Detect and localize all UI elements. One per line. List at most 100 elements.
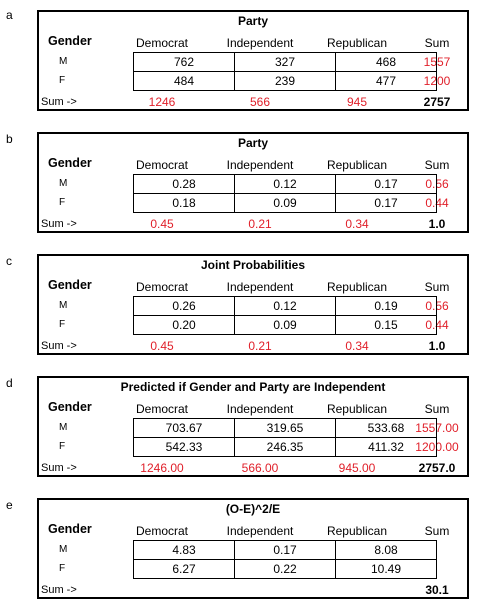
data-cell: 0.28 bbox=[133, 174, 235, 194]
panel-title: Party bbox=[237, 136, 269, 150]
data-cell: 246.35 bbox=[234, 437, 336, 457]
data-cell: 0.12 bbox=[234, 174, 336, 194]
column-sum: 566.00 bbox=[241, 461, 279, 475]
table-row: 703.67 319.65 533.68 bbox=[133, 418, 437, 438]
data-cell: 484 bbox=[133, 71, 235, 91]
data-grid: 762 327 468 484 239 477 bbox=[133, 52, 437, 91]
column-sum: 0.21 bbox=[248, 339, 272, 353]
row-label: F bbox=[59, 441, 66, 452]
column-header: Independent bbox=[226, 158, 294, 172]
column-header: Democrat bbox=[135, 524, 188, 538]
column-header: Independent bbox=[226, 280, 294, 294]
data-cell: 327 bbox=[234, 52, 336, 72]
sum-row-label: Sum -> bbox=[41, 584, 77, 596]
data-cell: 703.67 bbox=[133, 418, 235, 438]
panel-letter: d bbox=[6, 376, 13, 390]
data-cell: 0.19 bbox=[335, 296, 437, 316]
sum-header: Sum bbox=[424, 402, 450, 416]
data-grid: 0.28 0.12 0.17 0.18 0.09 0.17 bbox=[133, 174, 437, 213]
gender-label: Gender bbox=[48, 400, 92, 414]
data-cell: 0.15 bbox=[335, 315, 437, 335]
column-sum: 0.21 bbox=[248, 217, 272, 231]
data-cell: 319.65 bbox=[234, 418, 336, 438]
panel-b: Party Gender Democrat Independent Republican… bbox=[37, 132, 469, 233]
panel-title: Joint Probabilities bbox=[200, 258, 305, 272]
column-header: Republican bbox=[326, 280, 388, 294]
table-row: 0.18 0.09 0.17 bbox=[133, 193, 437, 213]
panel-title: Party bbox=[237, 14, 269, 28]
panel-title: Predicted if Gender and Party are Indepe… bbox=[120, 380, 386, 394]
table-row: 0.26 0.12 0.19 bbox=[133, 296, 437, 316]
panel-letter: e bbox=[6, 498, 13, 512]
column-header: Independent bbox=[226, 524, 294, 538]
table-row: 6.27 0.22 10.49 bbox=[133, 559, 437, 579]
data-cell: 0.26 bbox=[133, 296, 235, 316]
table-row: 484 239 477 bbox=[133, 71, 437, 91]
data-cell: 0.22 bbox=[234, 559, 336, 579]
row-label: M bbox=[59, 178, 68, 189]
grand-total: 2757 bbox=[423, 95, 451, 109]
table-row: 542.33 246.35 411.32 bbox=[133, 437, 437, 457]
panel-letter: a bbox=[6, 8, 13, 22]
column-sum: 0.34 bbox=[345, 339, 369, 353]
data-cell: 8.08 bbox=[335, 540, 437, 560]
data-cell: 4.83 bbox=[133, 540, 235, 560]
grand-total: 1.0 bbox=[428, 339, 446, 353]
data-cell: 10.49 bbox=[335, 559, 437, 579]
column-header: Republican bbox=[326, 36, 388, 50]
column-header: Democrat bbox=[135, 158, 188, 172]
data-cell: 542.33 bbox=[133, 437, 235, 457]
grand-total: 30.1 bbox=[425, 583, 449, 597]
column-sum: 1246.00 bbox=[140, 461, 184, 475]
sum-header: Sum bbox=[424, 36, 450, 50]
panel-a: Party Gender Democrat Independent Republican… bbox=[37, 10, 469, 111]
column-sum: 566 bbox=[249, 95, 271, 109]
column-header: Independent bbox=[226, 402, 294, 416]
data-cell: 0.09 bbox=[234, 193, 336, 213]
row-label: M bbox=[59, 422, 68, 433]
data-cell: 762 bbox=[133, 52, 235, 72]
gender-label: Gender bbox=[48, 156, 92, 170]
grand-total: 2757.0 bbox=[418, 461, 456, 475]
sum-row-label: Sum -> bbox=[41, 96, 77, 108]
grand-total: 1.0 bbox=[428, 217, 446, 231]
data-cell: 0.09 bbox=[234, 315, 336, 335]
column-sum: 945.00 bbox=[338, 461, 376, 475]
data-grid: 703.67 319.65 533.68 542.33 246.35 411.32 bbox=[133, 418, 437, 457]
row-label: F bbox=[59, 319, 66, 330]
sum-header: Sum bbox=[424, 280, 450, 294]
gender-label: Gender bbox=[48, 522, 92, 536]
column-sum: 945 bbox=[346, 95, 368, 109]
data-cell: 0.18 bbox=[133, 193, 235, 213]
column-header: Republican bbox=[326, 402, 388, 416]
row-label: F bbox=[59, 75, 66, 86]
column-sum: 0.45 bbox=[150, 339, 174, 353]
data-cell: 6.27 bbox=[133, 559, 235, 579]
table-row: 0.20 0.09 0.15 bbox=[133, 315, 437, 335]
column-header: Republican bbox=[326, 524, 388, 538]
data-cell: 0.17 bbox=[335, 174, 437, 194]
row-label: M bbox=[59, 56, 68, 67]
table-row: 762 327 468 bbox=[133, 52, 437, 72]
panel-e: (O-E)^2/E Gender Democrat Independent Republ… bbox=[37, 498, 469, 599]
sum-row-label: Sum -> bbox=[41, 462, 77, 474]
table-row: 4.83 0.17 8.08 bbox=[133, 540, 437, 560]
sum-header: Sum bbox=[424, 524, 450, 538]
column-sum: 1246 bbox=[148, 95, 176, 109]
panel-d: Predicted if Gender and Party are Indepe… bbox=[37, 376, 469, 477]
data-grid: 4.83 0.17 8.08 6.27 0.22 10.49 bbox=[133, 540, 437, 579]
data-cell: 0.17 bbox=[234, 540, 336, 560]
row-label: M bbox=[59, 300, 68, 311]
panel-title: (O-E)^2/E bbox=[225, 502, 281, 516]
data-cell: 0.12 bbox=[234, 296, 336, 316]
panel-letter: b bbox=[6, 132, 13, 146]
row-label: M bbox=[59, 544, 68, 555]
column-header: Republican bbox=[326, 158, 388, 172]
column-header: Democrat bbox=[135, 402, 188, 416]
row-label: F bbox=[59, 197, 66, 208]
sum-row-label: Sum -> bbox=[41, 218, 77, 230]
data-cell: 411.32 bbox=[335, 437, 437, 457]
table-row: 0.28 0.12 0.17 bbox=[133, 174, 437, 194]
column-header: Democrat bbox=[135, 36, 188, 50]
sum-header: Sum bbox=[424, 158, 450, 172]
